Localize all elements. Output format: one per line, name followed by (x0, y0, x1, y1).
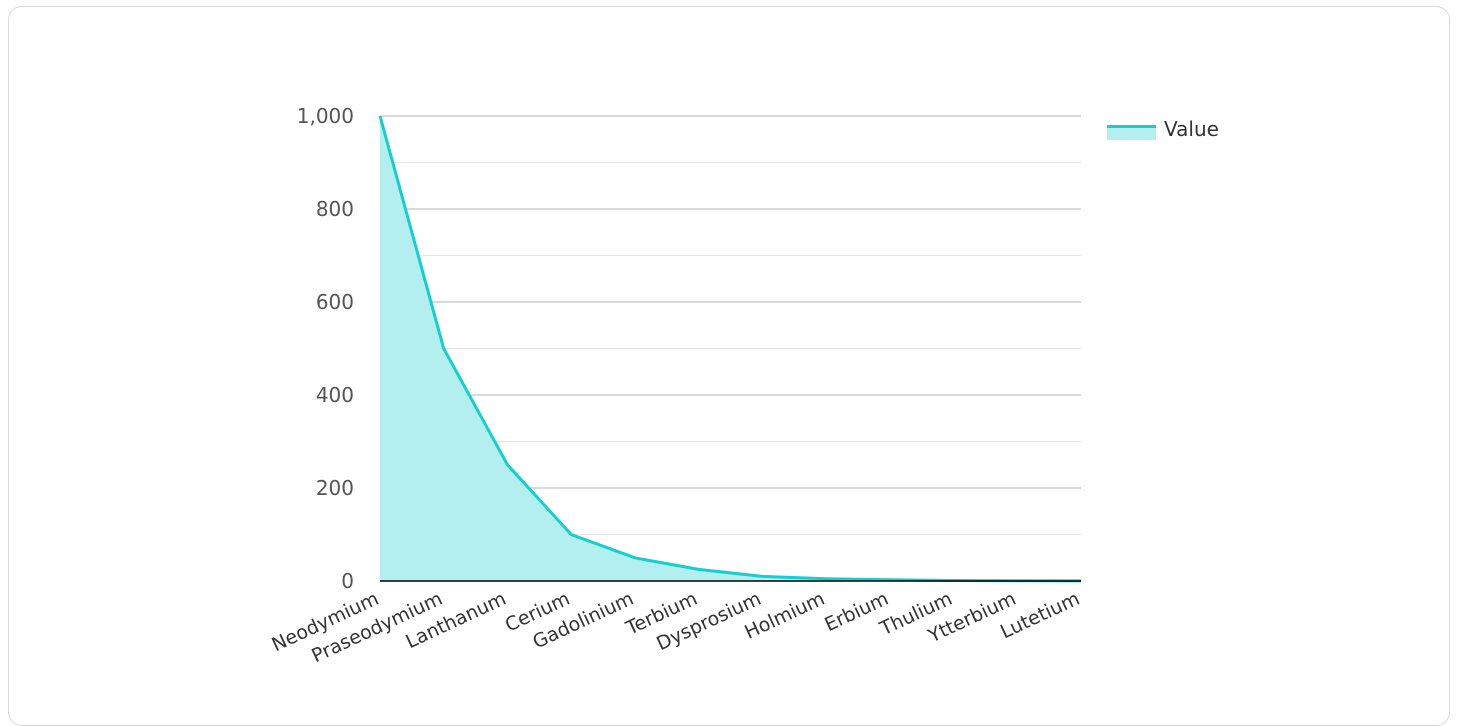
y-tick-label: 200 (316, 476, 354, 500)
y-tick-label: 0 (341, 569, 354, 593)
area-fill (380, 116, 1081, 581)
y-tick-label: 600 (316, 290, 354, 314)
y-axis-ticks: 0 200 400 600 800 1,000 (297, 104, 354, 593)
chart-card (8, 6, 1450, 726)
legend-swatch-line (1107, 125, 1156, 128)
y-tick-label: 800 (316, 197, 354, 221)
x-axis-ticks: NeodymiumPraseodymiumLanthanumCeriumGado… (268, 588, 1083, 668)
area-chart: 0 200 400 600 800 1,000 NeodymiumPraseodymium… (268, 104, 1219, 668)
y-tick-label: 1,000 (297, 104, 354, 128)
legend[interactable]: Value (1107, 117, 1219, 141)
legend-label: Value (1164, 117, 1219, 141)
legend-swatch-fill (1107, 126, 1156, 140)
y-tick-label: 400 (316, 383, 354, 407)
